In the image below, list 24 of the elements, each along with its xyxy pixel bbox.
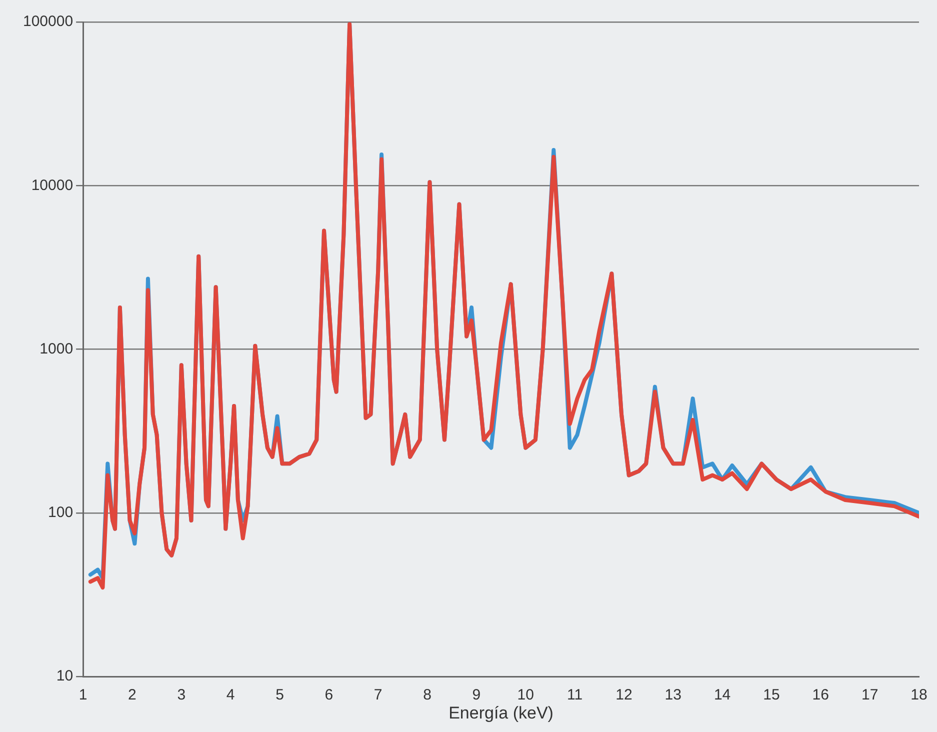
x-axis-title: Energía (keV) <box>448 703 554 722</box>
x-tick-label: 2 <box>128 686 136 704</box>
x-tick-label: 5 <box>276 686 284 704</box>
x-tick-label: 18 <box>910 686 928 704</box>
x-tick-label: 12 <box>616 686 632 704</box>
y-tick-label: 10 <box>56 668 74 685</box>
x-tick-label: 4 <box>226 686 235 704</box>
x-tick-label: 14 <box>714 686 731 704</box>
y-tick-label: 1000 <box>40 340 74 358</box>
x-tick-label: 17 <box>861 686 878 704</box>
x-tick-label: 6 <box>324 686 334 704</box>
y-tick-label: 100 <box>48 504 74 522</box>
x-tick-label: 1 <box>78 686 88 704</box>
x-tick-label: 16 <box>812 686 829 704</box>
x-tick-label: 8 <box>423 686 432 704</box>
x-tick-label: 11 <box>567 686 583 704</box>
y-tick-label: 100000 <box>22 13 74 30</box>
x-tick-label: 10 <box>517 686 534 704</box>
x-tick-label: 7 <box>374 686 382 704</box>
x-tick-label: 9 <box>472 686 481 704</box>
y-tick-label: 10000 <box>31 176 74 194</box>
x-tick-label: 13 <box>664 686 682 704</box>
x-tick-label: 3 <box>177 686 186 704</box>
x-tick-label: 15 <box>763 686 780 704</box>
